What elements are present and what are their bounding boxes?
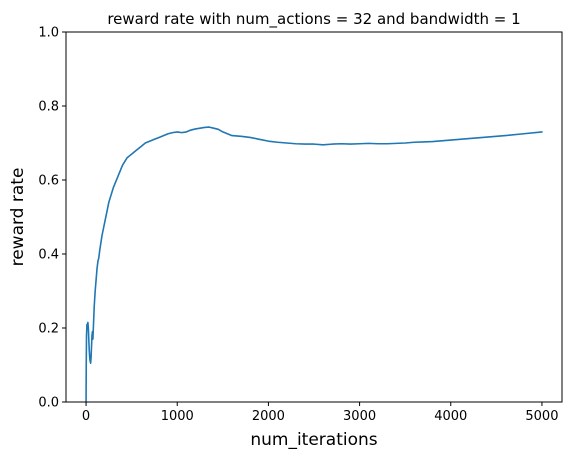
x-tick-label: 2000 [252, 409, 285, 424]
x-tick-label: 4000 [434, 409, 467, 424]
x-axis-ticks: 0 1000 2000 3000 4000 5000 [82, 402, 558, 424]
y-axis-ticks: 0.0 0.2 0.4 0.6 0.8 1.0 [38, 26, 66, 411]
y-tick-label: 0.6 [38, 174, 59, 189]
chart-title: reward rate with num_actions = 32 and ba… [107, 10, 520, 29]
y-tick-label: 0.8 [38, 100, 59, 115]
y-tick-label: 1.0 [38, 26, 59, 41]
x-tick-label: 0 [82, 409, 90, 424]
series-line [85, 126, 543, 403]
x-axis-label: num_iterations [250, 430, 377, 450]
x-tick-label: 3000 [343, 409, 376, 424]
plot-area [85, 126, 543, 403]
y-tick-label: 0.0 [38, 396, 59, 411]
y-tick-label: 0.2 [38, 322, 59, 337]
axes-frame [65, 31, 563, 403]
x-tick-label: 1000 [161, 409, 194, 424]
y-tick-label: 0.4 [38, 248, 59, 263]
y-axis-label: reward rate [8, 168, 28, 267]
x-tick-label: 5000 [525, 409, 558, 424]
